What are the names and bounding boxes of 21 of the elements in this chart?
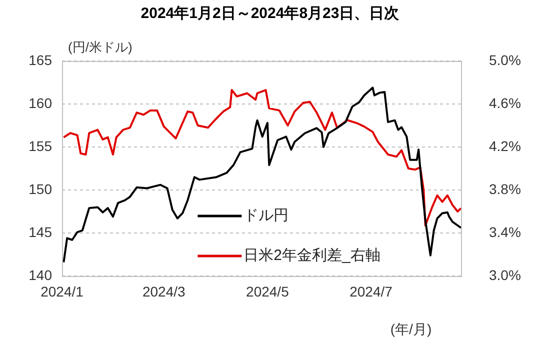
- text: (年/月): [390, 320, 432, 337]
- x-tick-label: 2024/3: [142, 283, 186, 300]
- x-tick-label: 2024/1: [40, 283, 84, 300]
- y-tick-label: 165: [28, 52, 52, 68]
- y2-tick-label: 3.8%: [489, 180, 521, 197]
- legend-label: 日米2年金利差_右軸: [244, 247, 380, 264]
- y2-tick-label: 4.2%: [489, 138, 521, 154]
- x-tick-label: 2024/7: [350, 283, 393, 300]
- y2-tick-label: 4.6%: [489, 94, 521, 111]
- y2-tick-label: 5.0%: [489, 52, 521, 68]
- legend-label: ドル円: [244, 207, 289, 224]
- chart-title: 2024年1月2日～2024年8月23日、日次: [140, 5, 400, 22]
- y-tick-label: 150: [28, 180, 52, 197]
- y-tick-label: 160: [28, 94, 52, 111]
- y-tick-label: 140: [28, 266, 52, 283]
- y2-tick-label: 3.4%: [489, 224, 521, 240]
- y-tick-label: 155: [28, 138, 52, 154]
- y-tick-label: 145: [28, 224, 52, 240]
- y2-tick-label: 3.0%: [489, 266, 521, 283]
- y-axis-title: (円/米ドル): [68, 40, 132, 55]
- x-tick-label: 2024/5: [246, 283, 290, 300]
